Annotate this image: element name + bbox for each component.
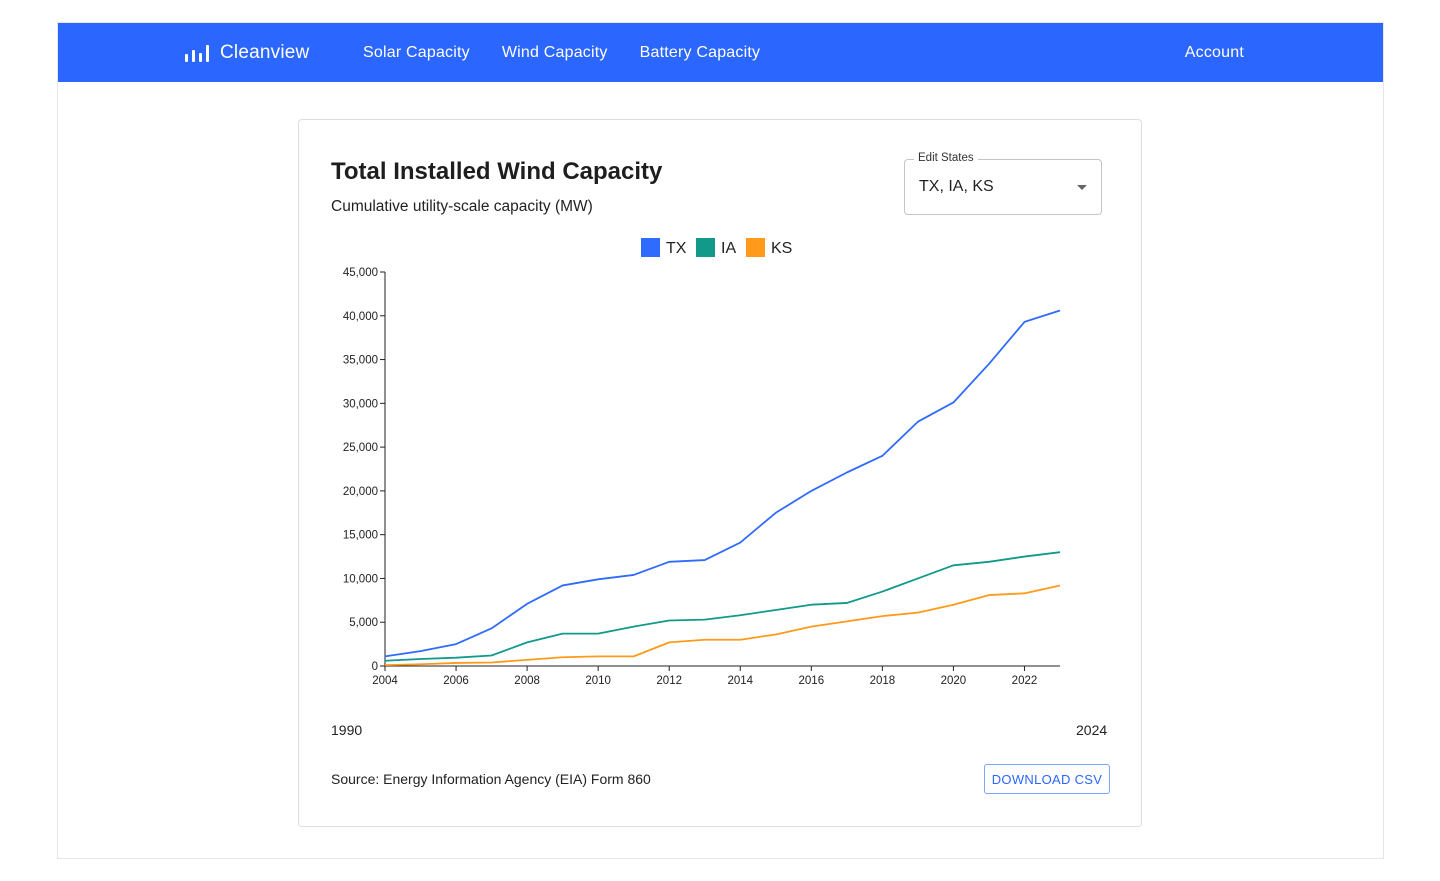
legend-swatch-tx [641,238,660,257]
account-link[interactable]: Account [1184,43,1244,61]
x-tick-label: 2022 [1012,675,1038,687]
wind-capacity-chart: 0 5,000 10,000 15,000 20,000 25,000 30,000 35,0… [343,238,1061,687]
edit-states-select[interactable]: Edit States TX, IA, KS [904,152,1102,215]
y-tick-label: 10,000 [343,573,378,585]
x-tick-label: 2010 [585,675,611,687]
caret-down-icon [1077,185,1087,190]
y-tick-label: 5,000 [349,617,378,629]
x-tick-label: 2006 [443,675,469,687]
x-tick-label: 2016 [799,675,825,687]
y-tick-label: 30,000 [343,398,378,410]
nav-wind-capacity[interactable]: Wind Capacity [501,43,608,61]
source-note: Source: Energy Information Agency (EIA) … [331,771,651,787]
legend-label-tx: TX [666,240,687,257]
series-line-ks [384,584,1061,667]
range-max-label: 2024 [1076,722,1108,738]
y-tick-label: 20,000 [343,486,378,498]
brand-link[interactable]: Cleanview [185,23,309,82]
y-tick-label: 0 [372,661,378,673]
range-min-label: 1990 [331,722,363,738]
x-tick-label: 2012 [656,675,682,687]
x-tick-label: 2008 [514,675,540,687]
legend-label-ks: KS [771,240,792,257]
x-tick-label: 2004 [372,675,398,687]
x-tick-label: 2018 [870,675,896,687]
legend-label-ia: IA [721,240,736,257]
y-tick-label: 45,000 [343,267,378,279]
edit-states-value: TX, IA, KS [919,178,994,195]
chart-subtitle: Cumulative utility-scale capacity (MW) [331,198,593,215]
nav-links: Solar Capacity Wind Capacity Battery Cap… [363,23,792,82]
edit-states-label: Edit States [914,152,978,164]
y-tick-label: 15,000 [343,530,378,542]
y-tick-label: 40,000 [343,311,378,323]
series-line-ia [384,551,1061,662]
legend-swatch-ia [696,238,715,257]
y-tick-label: 25,000 [343,442,378,454]
series-line-tx [384,309,1061,658]
y-tick-label: 35,000 [343,355,378,367]
x-tick-label: 2014 [727,675,753,687]
brand-name: Cleanview [220,41,310,63]
top-navbar: Cleanview Solar Capacity Wind Capacity B… [58,23,1383,82]
nav-battery-capacity[interactable]: Battery Capacity [639,43,761,61]
x-tick-label: 2020 [941,675,967,687]
legend-swatch-ks [746,238,765,257]
chart-card: Total Installed Wind Capacity Cumulative… [298,119,1142,827]
nav-solar-capacity[interactable]: Solar Capacity [363,43,470,61]
download-csv-button[interactable]: DOWNLOAD CSV [984,764,1110,794]
chart-title: Total Installed Wind Capacity [331,158,663,185]
bar-chart-icon [185,44,209,62]
